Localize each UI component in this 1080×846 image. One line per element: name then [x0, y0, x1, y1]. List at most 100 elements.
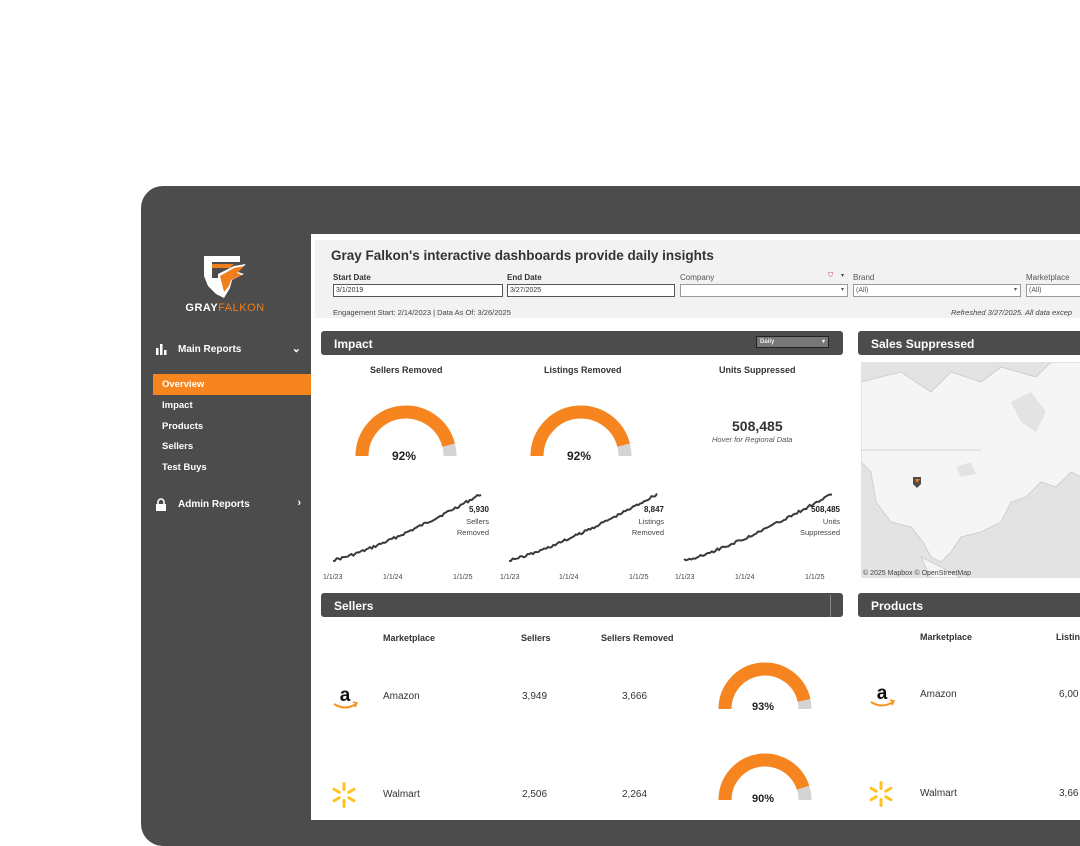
listings-removed-total: 8,847 — [643, 505, 664, 514]
sellers-removed-caption: Sellers Removed — [429, 516, 489, 538]
units-suppressed-caption: Units Suppressed — [780, 516, 840, 538]
sellers-removed-pct: 92% — [392, 449, 417, 463]
lock-icon — [156, 498, 166, 511]
products-header: Products — [858, 593, 1080, 617]
company-select[interactable]: ▾ — [680, 284, 848, 297]
bar-chart-icon — [156, 344, 167, 355]
dropdown-arrow-icon: ▾ — [1013, 287, 1017, 293]
amazon-logo-icon: a — [870, 684, 896, 707]
sidebar: GRAYFALKON Main Reports ⌄ Overview Impac… — [141, 234, 311, 834]
units-suppressed-trend[interactable] — [680, 486, 840, 566]
granularity-value: Daily — [760, 339, 775, 345]
north-america-map — [861, 362, 1080, 578]
trend-line — [508, 493, 658, 563]
listings-removed-pct: 92% — [567, 449, 592, 463]
caption-line: Listings — [638, 517, 664, 526]
seller-removed-pct: 93% — [752, 701, 775, 713]
x-tick: 1/1/23 — [675, 574, 695, 581]
caption-line: Removed — [456, 528, 489, 537]
amazon-logo-icon: a — [333, 686, 359, 709]
sales-suppressed-map[interactable] — [861, 362, 1080, 578]
falcon-shield-icon — [204, 256, 246, 298]
sellers-removed-gauge[interactable] — [355, 404, 457, 458]
end-date-label: End Date — [507, 273, 542, 282]
nav-item-overview[interactable]: Overview — [153, 374, 311, 395]
nav-admin-reports[interactable]: Admin Reports › — [141, 493, 311, 517]
dashboard-content: Gray Falkon's interactive dashboards pro… — [311, 234, 1080, 820]
brand-logo[interactable]: GRAYFALKON — [185, 252, 265, 314]
brand-label: Brand — [853, 273, 875, 282]
units-suppressed-title: Units Suppressed — [719, 365, 796, 375]
listings-removed-caption: Listings Removed — [604, 516, 664, 538]
refreshed-note: Refreshed 3/27/2025. All data excep — [951, 308, 1073, 317]
svg-text:a: a — [877, 684, 888, 704]
x-tick: 1/1/24 — [735, 574, 755, 581]
listings-removed-gauge[interactable] — [530, 404, 632, 458]
sellers-removed-title: Sellers Removed — [370, 365, 443, 375]
sellers-title: Sellers — [334, 599, 374, 613]
end-date-input[interactable]: 3/27/2025 — [507, 284, 675, 297]
x-tick: 1/1/23 — [500, 574, 520, 581]
seller-removed-gauge[interactable] — [718, 661, 812, 711]
filter-menu-icon[interactable]: ▾ — [841, 273, 845, 279]
trend-line — [332, 493, 482, 562]
units-suppressed-value[interactable]: 508,485 — [732, 418, 783, 434]
chevron-down-icon: ⌄ — [291, 343, 301, 355]
sellers-removed-trend[interactable] — [329, 486, 489, 566]
caption-line: Units — [822, 517, 840, 526]
filter-clear-icon[interactable]: ⛉ — [828, 272, 834, 279]
company-label: Company — [680, 273, 715, 282]
units-suppressed-total: 508,485 — [811, 505, 840, 514]
products-col-listings: Listin — [1056, 632, 1080, 642]
seller-removed-pct: 90% — [752, 793, 775, 805]
start-date-input[interactable]: 3/1/2019 — [333, 284, 503, 297]
nav-main-reports-label: Main Reports — [178, 344, 242, 355]
x-tick: 1/1/25 — [805, 574, 825, 581]
seller-removed-gauge[interactable] — [718, 752, 812, 802]
nav-item-test-buys[interactable]: Test Buys — [153, 457, 311, 478]
filter-bar: Gray Falkon's interactive dashboards pro… — [315, 240, 1080, 318]
listings-removed-title: Listings Removed — [544, 365, 622, 375]
start-date-label: Start Date — [333, 273, 371, 282]
products-title: Products — [871, 599, 924, 613]
brand-wordmark: GRAYFALKON — [185, 302, 265, 314]
seller-count: 2,506 — [522, 789, 548, 800]
product-listings: 6,00 — [1059, 689, 1079, 700]
nav-main-reports[interactable]: Main Reports ⌄ — [141, 338, 311, 362]
svg-text:a: a — [340, 686, 351, 706]
caption-line: Suppressed — [799, 528, 840, 537]
nav-item-label: Test Buys — [162, 462, 207, 473]
gauge-fill — [355, 405, 455, 457]
seller-removed: 2,264 — [622, 789, 648, 800]
gauge-fill — [718, 753, 810, 801]
caption-line: Sellers — [466, 517, 489, 526]
chevron-right-icon: › — [297, 497, 301, 509]
map-credit[interactable]: © 2025 Mapbox © OpenStreetMap — [863, 570, 971, 577]
nav-admin-reports-label: Admin Reports — [178, 499, 250, 510]
header-divider — [830, 595, 831, 617]
caption-line: Removed — [631, 528, 664, 537]
marketplace-select[interactable]: (All) — [1026, 284, 1080, 297]
nav-item-sellers[interactable]: Sellers — [153, 436, 311, 457]
nav-item-products[interactable]: Products — [153, 416, 311, 437]
nav-item-label: Overview — [162, 379, 205, 390]
granularity-select[interactable]: Daily ▾ — [756, 336, 829, 348]
sellers-col-sellers: Sellers — [521, 633, 551, 643]
dropdown-arrow-icon: ▾ — [840, 287, 844, 293]
seller-marketplace: Walmart — [383, 789, 420, 800]
seller-count: 3,949 — [522, 691, 548, 702]
brand-select-value: (All) — [856, 287, 869, 294]
product-marketplace: Amazon — [920, 689, 957, 700]
marketplace-select-value: (All) — [1029, 287, 1042, 294]
sales-suppressed-header: Sales Suppressed — [858, 331, 1080, 355]
sellers-removed-total: 5,930 — [468, 505, 489, 514]
x-tick: 1/1/23 — [323, 574, 343, 581]
nav-item-impact[interactable]: Impact — [153, 395, 311, 416]
nav-item-label: Products — [162, 421, 204, 432]
sellers-col-marketplace: Marketplace — [383, 633, 436, 643]
nav-item-label: Sellers — [162, 441, 194, 452]
seller-marketplace: Amazon — [383, 691, 420, 702]
marketplace-label: Marketplace — [1026, 273, 1070, 282]
listings-removed-trend[interactable] — [505, 486, 665, 566]
brand-select[interactable]: (All) ▾ — [853, 284, 1021, 297]
